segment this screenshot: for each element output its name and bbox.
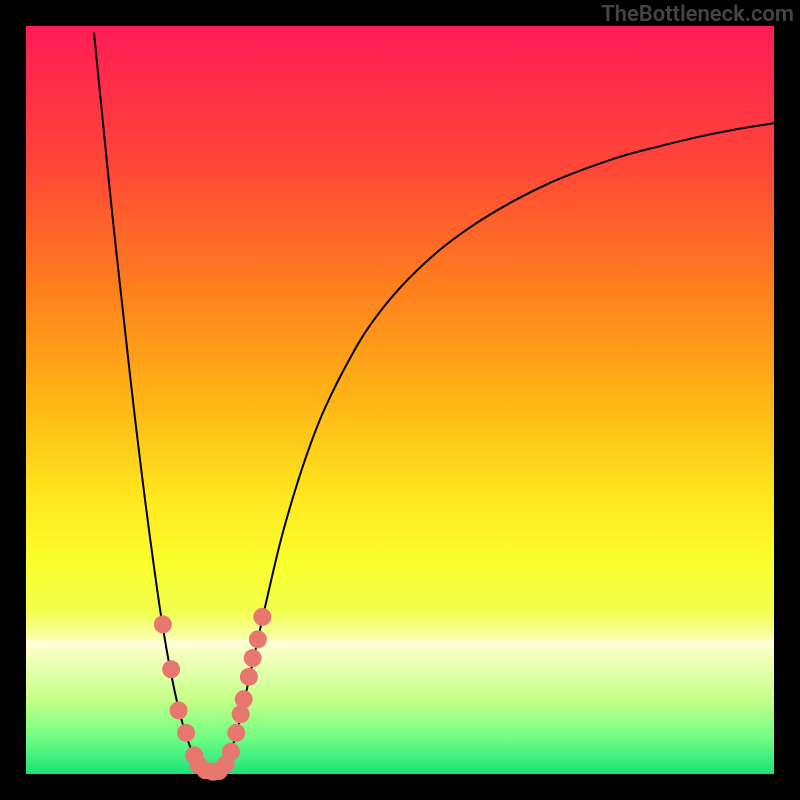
watermark-text: TheBottleneck.com [601,2,794,27]
plot-area [26,26,774,774]
data-marker [162,660,180,678]
data-marker [170,701,188,719]
data-marker [253,608,271,626]
curve-left [94,33,213,774]
data-marker [235,690,253,708]
data-marker [240,668,258,686]
chart-overlay-svg [26,26,774,774]
data-marker [232,705,250,723]
data-marker [249,630,267,648]
data-marker [154,615,172,633]
data-marker [177,724,195,742]
curve-right [213,123,774,774]
chart-stage: TheBottleneck.com [0,0,800,800]
data-marker [244,649,262,667]
data-marker [227,724,245,742]
data-marker [222,743,240,761]
